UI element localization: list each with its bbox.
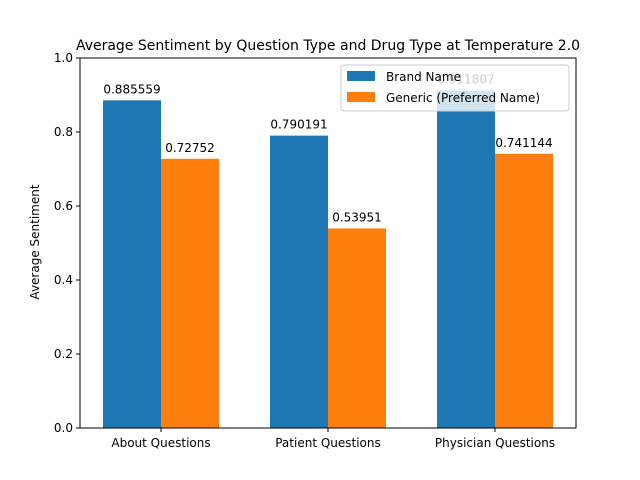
legend: Brand Name Generic (Preferred Name) (340, 64, 570, 112)
bar-generic-2 (495, 153, 553, 428)
legend-swatch-generic (347, 92, 375, 102)
bar-generic-1 (328, 228, 386, 428)
legend-box (340, 64, 570, 112)
data-label: 0.885559 (103, 82, 160, 96)
data-label: 0.72752 (165, 141, 215, 155)
y-tick-label: 0.0 (54, 421, 73, 435)
data-labels-group: 0.8855590.727520.7901910.539510.9118070.… (103, 73, 552, 225)
y-axis-ticks: 0.0 0.2 0.4 0.6 0.8 1.0 (54, 51, 80, 435)
bar-brand-2 (437, 90, 495, 428)
data-label: 0.53951 (332, 210, 382, 224)
y-axis-label: Average Sentiment (28, 184, 42, 299)
x-tick-label: About Questions (111, 436, 210, 450)
y-tick-label: 1.0 (54, 51, 73, 65)
bar-brand-0 (103, 100, 161, 428)
x-tick-label: Patient Questions (275, 436, 381, 450)
y-tick-label: 0.6 (54, 199, 73, 213)
bar-brand-1 (270, 135, 328, 428)
bar-generic-0 (161, 158, 219, 428)
legend-label-generic: Generic (Preferred Name) (386, 91, 540, 105)
legend-swatch-brand (347, 71, 375, 81)
y-tick-label: 0.8 (54, 125, 73, 139)
chart-title: Average Sentiment by Question Type and D… (76, 38, 580, 54)
x-tick-label: Physician Questions (435, 436, 555, 450)
y-tick-label: 0.2 (54, 347, 73, 361)
data-label: 0.790191 (270, 118, 327, 132)
bars-group (103, 90, 553, 428)
plot-area-frame (79, 57, 577, 429)
y-tick-label: 0.4 (54, 273, 73, 287)
data-label: 0.741144 (495, 136, 552, 150)
legend-label-brand: Brand Name (386, 70, 461, 84)
x-axis-ticks: About Questions Patient Questions Physicia… (111, 428, 555, 450)
